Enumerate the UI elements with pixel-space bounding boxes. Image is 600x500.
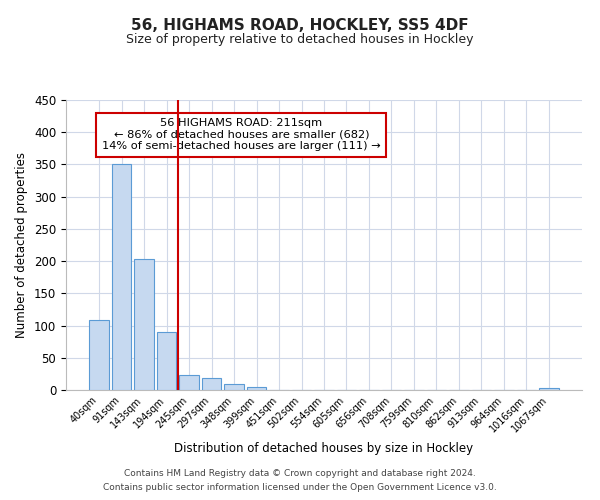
Bar	[224, 384, 244, 390]
Text: 56 HIGHAMS ROAD: 211sqm
← 86% of detached houses are smaller (682)
14% of semi-d: 56 HIGHAMS ROAD: 211sqm ← 86% of detache…	[102, 118, 381, 152]
Text: Contains HM Land Registry data © Crown copyright and database right 2024.: Contains HM Land Registry data © Crown c…	[124, 468, 476, 477]
Bar	[179, 374, 199, 390]
Bar	[112, 164, 131, 390]
Text: Size of property relative to detached houses in Hockley: Size of property relative to detached ho…	[126, 32, 474, 46]
Bar	[89, 320, 109, 390]
Text: 56, HIGHAMS ROAD, HOCKLEY, SS5 4DF: 56, HIGHAMS ROAD, HOCKLEY, SS5 4DF	[131, 18, 469, 32]
Bar	[247, 387, 266, 390]
X-axis label: Distribution of detached houses by size in Hockley: Distribution of detached houses by size …	[175, 442, 473, 456]
Bar	[202, 378, 221, 390]
Bar	[157, 332, 176, 390]
Bar	[539, 388, 559, 390]
Text: Contains public sector information licensed under the Open Government Licence v3: Contains public sector information licen…	[103, 484, 497, 492]
Y-axis label: Number of detached properties: Number of detached properties	[16, 152, 28, 338]
Bar	[134, 259, 154, 390]
